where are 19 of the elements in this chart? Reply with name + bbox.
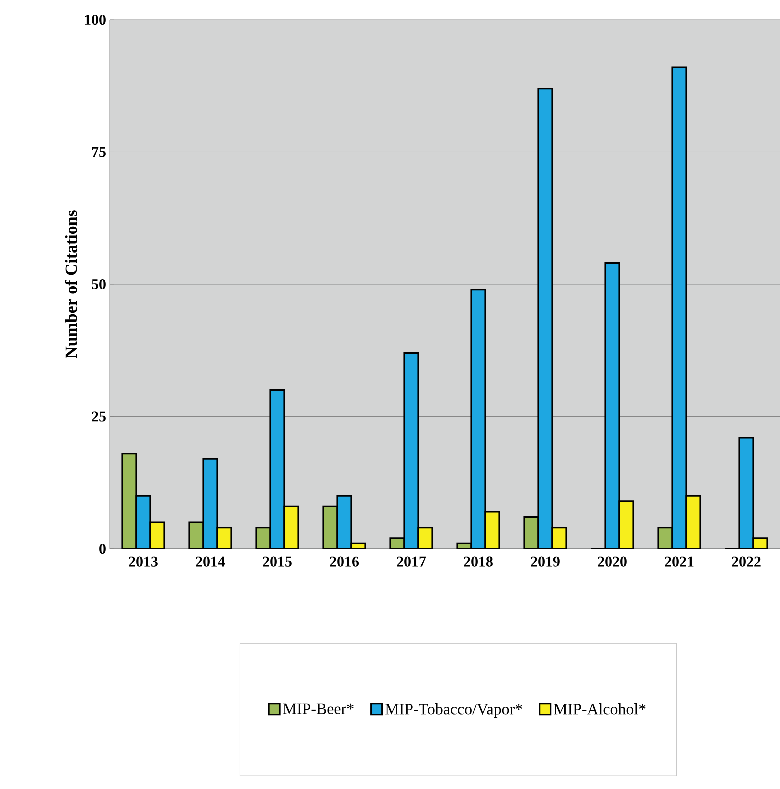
x-tick-label: 2017 [397, 556, 426, 567]
x-tick-label: 2015 [263, 556, 292, 567]
y-tick-label: 100 [85, 14, 106, 26]
x-tick-label: 2013 [129, 556, 158, 567]
x-tick-label: 2019 [531, 556, 560, 567]
x-tick-label: 2020 [598, 556, 627, 567]
x-tick-label: 2022 [732, 556, 761, 567]
y-tick-label: 25 [92, 412, 106, 422]
x-tick-label: 2014 [196, 556, 226, 567]
legend-label: MIP-Tobacco/Vapor* [386, 704, 522, 718]
x-tick-label: 2021 [665, 556, 694, 567]
legend-label: MIP-Alcohol* [554, 704, 646, 715]
y-axis-title: Number of Citations [65, 210, 78, 358]
x-tick-label: 2018 [464, 556, 493, 567]
y-tick-label: 75 [92, 147, 106, 158]
y-tick-label: 50 [92, 279, 106, 290]
legend-label: MIP-Beer* [283, 704, 354, 714]
x-tick-label: 2016 [330, 556, 360, 567]
y-tick-label: 0 [100, 544, 106, 554]
